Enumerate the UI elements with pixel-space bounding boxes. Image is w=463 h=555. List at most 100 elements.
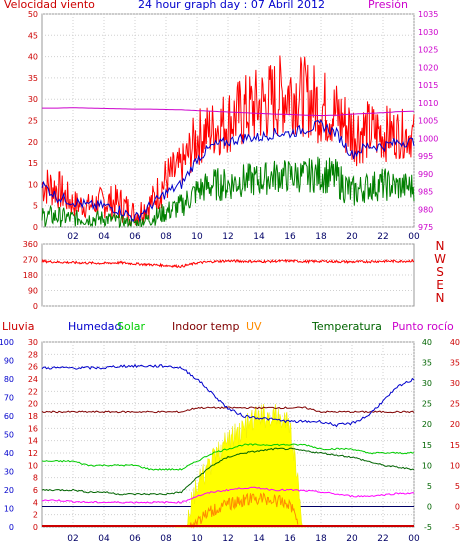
indoor-series — [41, 406, 415, 414]
pressure-ytick-label: 1025 — [418, 46, 438, 55]
dew-ytick-label: 0 — [455, 502, 460, 511]
wind-ytick-label: 15 — [28, 159, 38, 168]
solar-radiation-area — [175, 404, 306, 528]
weather-xtick-label: 08 — [160, 534, 172, 544]
dew-ytick-label: 30 — [450, 379, 460, 388]
direction-series — [41, 258, 415, 268]
pressure-ytick-label: 975 — [418, 223, 433, 232]
solar_line-series — [41, 443, 415, 471]
temp-ytick-label: 10 — [422, 461, 432, 470]
humidity-ytick-label: 0 — [9, 523, 14, 532]
humidity-label: Humedad — [68, 320, 122, 333]
rain-ytick-label: 20 — [28, 400, 38, 409]
wind-ytick-label: 35 — [28, 74, 38, 83]
temp-ytick-label: 0 — [427, 502, 432, 511]
rain-ytick-label: 14 — [28, 437, 38, 446]
pressure-ytick-label: 985 — [418, 188, 433, 197]
wind-xtick-label: 08 — [160, 232, 172, 242]
rain-ytick-label: 6 — [33, 486, 38, 495]
weather-xtick-label: 12 — [222, 534, 233, 544]
pressure-ytick-label: 1020 — [418, 63, 438, 72]
direction-ytick-label: 180 — [23, 271, 38, 280]
uv-label: UV — [246, 320, 262, 333]
rain-ytick-label: 8 — [33, 474, 38, 483]
humidity-ytick-label: 30 — [4, 468, 14, 477]
pressure-ytick-label: 1030 — [418, 28, 438, 37]
compass-label: E — [436, 278, 444, 292]
wind-ytick-label: 45 — [28, 31, 38, 40]
compass-label: N — [436, 291, 445, 305]
chart-title: 24 hour graph day : 07 Abril 2012 — [138, 0, 325, 11]
wind-xtick-label: 02 — [67, 232, 78, 242]
humidity-ytick-label: 20 — [4, 486, 14, 495]
dewpoint-series — [41, 486, 415, 504]
wind-ytick-label: 0 — [33, 223, 38, 232]
rain-ytick-label: 28 — [28, 350, 38, 359]
wind-xtick-label: 22 — [377, 232, 388, 242]
wind-xtick-label: 04 — [98, 232, 110, 242]
dew-ytick-label: -5 — [452, 523, 460, 532]
humidity-ytick-label: 90 — [4, 357, 14, 366]
wind-xtick-label: 06 — [129, 232, 141, 242]
rain-ytick-label: 16 — [28, 424, 38, 433]
direction-ytick-label: 270 — [23, 256, 38, 265]
rain-ytick-label: 24 — [28, 375, 38, 384]
wind-ytick-label: 30 — [28, 95, 38, 104]
wind-xtick-label: 18 — [315, 232, 327, 242]
dew-ytick-label: 5 — [455, 482, 460, 491]
humidity-ytick-label: 70 — [4, 394, 14, 403]
wind-xtick-label: 10 — [191, 232, 203, 242]
dew-ytick-label: 40 — [450, 338, 460, 347]
rain-ytick-label: 4 — [33, 498, 38, 507]
gust-series — [41, 55, 415, 226]
direction-ytick-label: 360 — [23, 240, 38, 249]
rain-ytick-label: 10 — [28, 461, 38, 470]
humidity-ytick-label: 80 — [4, 375, 14, 384]
wind-xtick-label: 00 — [408, 232, 420, 242]
weather-xtick-label: 06 — [129, 534, 141, 544]
temperature-label: Temperatura — [312, 320, 382, 333]
weather-xtick-label: 20 — [346, 534, 358, 544]
wind-xtick-label: 20 — [346, 232, 358, 242]
dew-ytick-label: 15 — [450, 441, 460, 450]
compass-label: W — [434, 252, 446, 266]
temp-ytick-label: 30 — [422, 379, 432, 388]
wind-avg-series — [41, 156, 415, 229]
pressure-ytick-label: 1005 — [418, 117, 438, 126]
pressure-ytick-label: 1035 — [418, 10, 438, 19]
humidity-ytick-label: 60 — [4, 412, 14, 421]
weather-xtick-label: 04 — [98, 534, 110, 544]
uv-series — [189, 492, 299, 529]
temp-ytick-label: 15 — [422, 441, 432, 450]
weather-xtick-label: 00 — [408, 534, 420, 544]
pressure-ytick-label: 980 — [418, 205, 433, 214]
rain-ytick-label: 18 — [28, 412, 38, 421]
direction-ytick-label: 0 — [33, 302, 38, 311]
dew-ytick-label: 20 — [450, 420, 460, 429]
temp-ytick-label: 35 — [422, 359, 432, 368]
rain-label: Lluvia — [2, 320, 35, 333]
rain-ytick-label: 26 — [28, 363, 38, 372]
temp-ytick-label: -5 — [424, 523, 432, 532]
wind-ytick-label: 20 — [28, 138, 38, 147]
dew-ytick-label: 10 — [450, 461, 460, 470]
dewpoint-label: Punto rocío — [392, 320, 454, 333]
rain-ytick-label: 12 — [28, 449, 38, 458]
wind-ytick-label: 25 — [28, 117, 38, 126]
humidity-series — [41, 363, 415, 428]
humidity-ytick-label: 50 — [4, 431, 14, 440]
wind-ytick-label: 10 — [28, 180, 38, 189]
rain-ytick-label: 22 — [28, 387, 38, 396]
wind-xtick-label: 14 — [253, 232, 265, 242]
humidity-ytick-label: 100 — [0, 338, 14, 347]
temperature-series — [41, 447, 415, 496]
compass-label: S — [436, 265, 444, 279]
solar-label: Solar — [117, 320, 146, 333]
humidity-ytick-label: 10 — [4, 505, 14, 514]
weather-xtick-label: 14 — [253, 534, 265, 544]
gust-avg-series — [41, 119, 415, 222]
rain-series — [42, 525, 414, 527]
dew-ytick-label: 25 — [450, 400, 460, 409]
